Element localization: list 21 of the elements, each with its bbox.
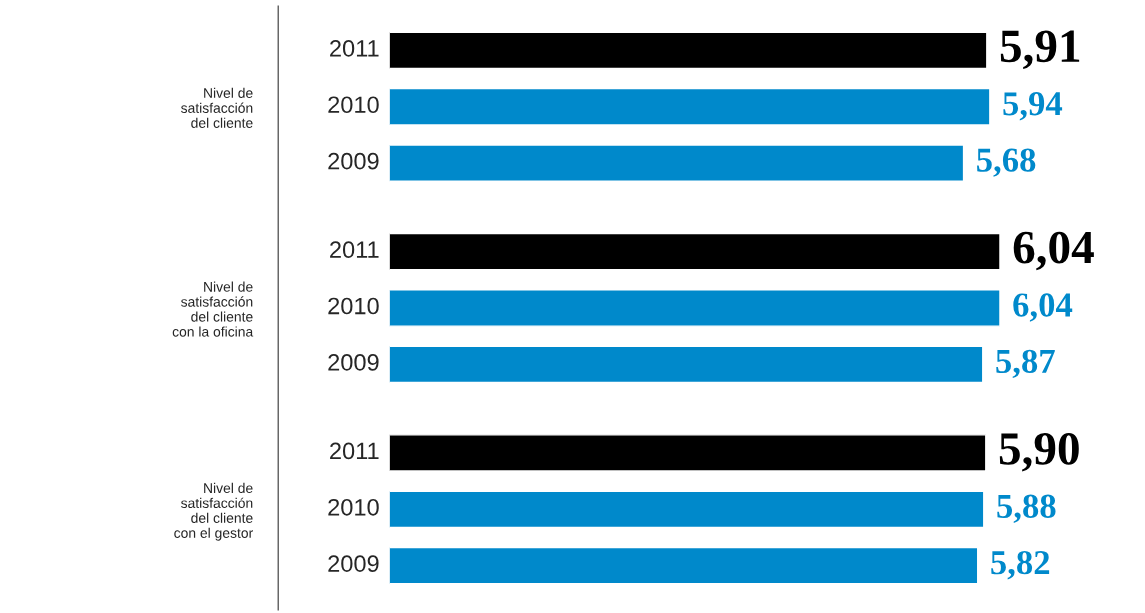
text: 2009 — [328, 354, 379, 371]
data-label: 5,82 — [991, 550, 1050, 580]
series-label: 2009 — [328, 152, 379, 170]
series-label: 2011 — [330, 40, 379, 57]
data-label: 5,91 — [1000, 30, 1080, 70]
y-tick-label: Nivel de satisfacción del cliente — [181, 87, 253, 128]
data-label: 5,87 — [996, 349, 1055, 379]
text: 2010 — [328, 498, 379, 516]
data-label: 5,88 — [997, 494, 1056, 524]
text: 2011 — [330, 442, 379, 460]
text: 2010 — [328, 297, 379, 315]
y-tick-label: Nivel de satisfacción del cliente con el gestor — [174, 482, 253, 541]
data-label: 6,04 — [1013, 293, 1073, 322]
data-label: 6,04 — [1013, 231, 1094, 271]
data-label: 5,90 — [999, 432, 1079, 472]
series-label: 2010 — [328, 96, 379, 114]
text: 2011 — [330, 241, 379, 259]
y-tick-label: Nivel de satisfacción del cliente con la oficina — [172, 281, 254, 337]
data-label: 5,94 — [1003, 92, 1063, 121]
data-label: 5,68 — [977, 148, 1036, 177]
text: 2009 — [328, 555, 379, 572]
